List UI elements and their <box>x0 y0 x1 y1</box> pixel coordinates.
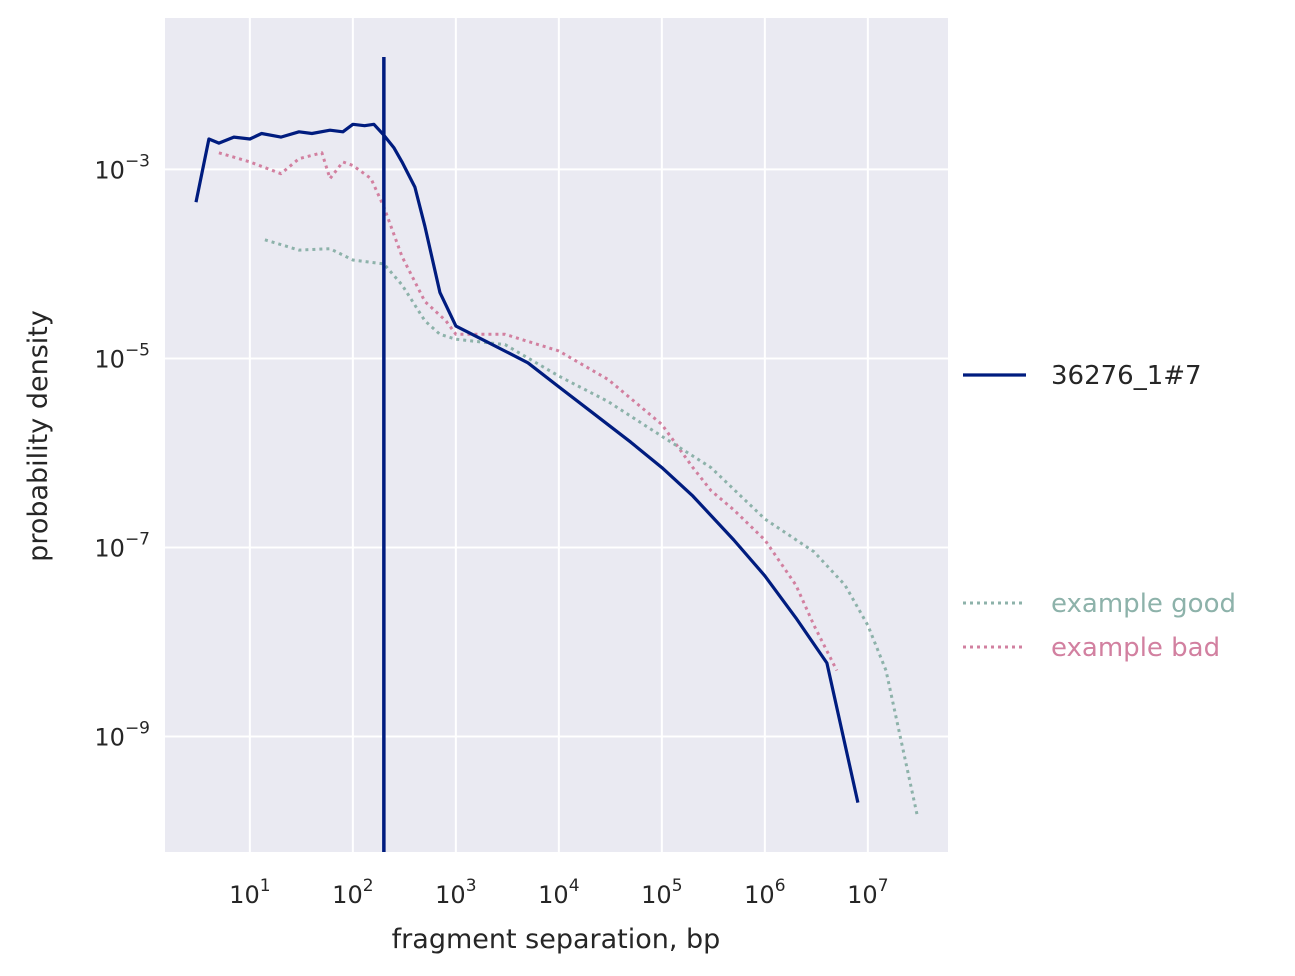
series-line <box>218 151 839 672</box>
y-axis-label: probability density <box>23 310 54 562</box>
x-tick-label: 102 <box>332 876 373 909</box>
y-tick-labels: 10−3 10−5 10−7 10−9 <box>94 151 150 751</box>
legend-label: 36276_1#7 <box>1051 361 1202 391</box>
x-tick-labels: 101 102 103 104 105 106 107 <box>229 876 888 909</box>
y-tick-label: 10−9 <box>94 719 150 752</box>
x-tick-label: 107 <box>847 876 888 909</box>
legend-label: example bad <box>1051 633 1220 663</box>
legend-label: example good <box>1051 589 1236 619</box>
x-tick-label: 103 <box>435 876 476 909</box>
grid <box>165 18 948 852</box>
y-tick-label: 10−3 <box>94 151 150 184</box>
y-tick-label: 10−7 <box>94 529 150 562</box>
y-tick-label: 10−5 <box>94 340 150 373</box>
x-tick-label: 105 <box>641 876 682 909</box>
x-tick-label: 101 <box>229 876 270 909</box>
series-layer <box>194 122 919 815</box>
series-line <box>194 122 860 803</box>
x-axis-label: fragment separation, bp <box>392 924 721 955</box>
x-tick-label: 106 <box>744 876 785 909</box>
x-tick-label: 104 <box>538 876 579 909</box>
plot-background <box>165 18 948 852</box>
